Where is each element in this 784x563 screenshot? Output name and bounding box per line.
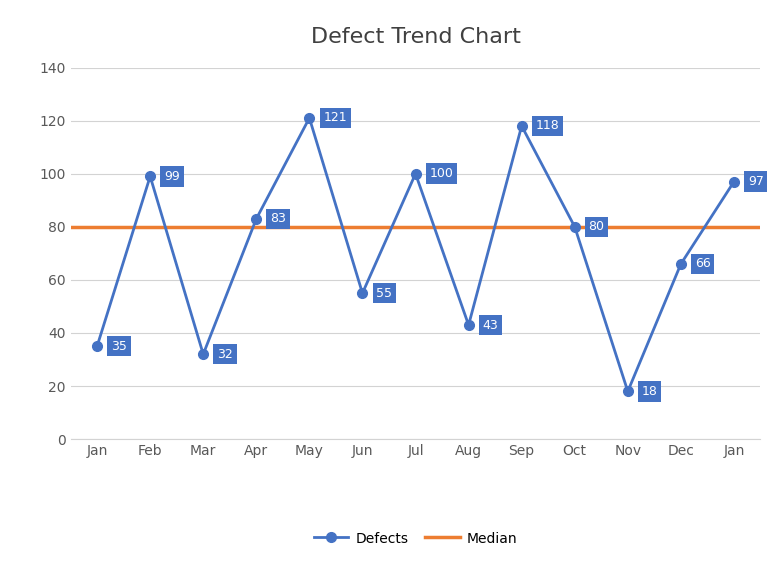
Defects: [623, 388, 633, 395]
Text: 118: 118: [535, 119, 559, 132]
Defects: [198, 351, 208, 358]
Text: 80: 80: [589, 220, 604, 233]
Text: 66: 66: [695, 257, 710, 270]
Text: 43: 43: [482, 319, 498, 332]
Median: [93, 224, 102, 230]
Text: 99: 99: [164, 170, 180, 183]
Defects: [570, 224, 579, 230]
Defects: [305, 115, 314, 122]
Legend: Defects, Median: Defects, Median: [308, 526, 523, 551]
Defects: [252, 216, 261, 222]
Defects: [676, 261, 685, 267]
Defects: [93, 343, 102, 350]
Text: 97: 97: [748, 175, 764, 188]
Defects: [464, 321, 474, 328]
Defects: [358, 290, 367, 297]
Defects: [517, 123, 526, 129]
Text: 55: 55: [376, 287, 392, 300]
Text: 100: 100: [430, 167, 453, 180]
Text: 32: 32: [217, 348, 233, 361]
Text: 121: 121: [323, 111, 347, 124]
Title: Defect Trend Chart: Defect Trend Chart: [310, 26, 521, 47]
Defects: [411, 171, 420, 177]
Line: Defects: Defects: [93, 113, 739, 396]
Median: [146, 224, 155, 230]
Defects: [146, 173, 155, 180]
Defects: [729, 178, 739, 185]
Text: 18: 18: [641, 385, 658, 398]
Text: 35: 35: [111, 339, 127, 353]
Text: 83: 83: [270, 212, 286, 225]
